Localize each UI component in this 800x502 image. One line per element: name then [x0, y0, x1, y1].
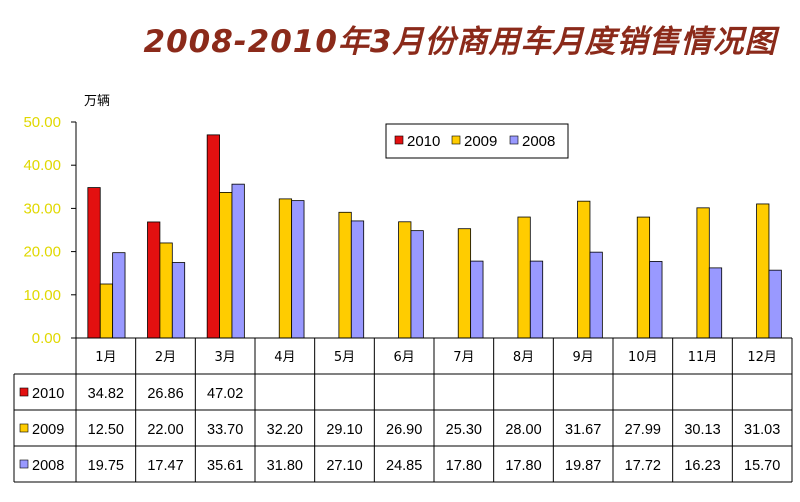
row-swatch-2009 [19, 423, 29, 433]
bar-2009-9 [577, 200, 591, 339]
table-cell-value: 17.72 [625, 458, 661, 474]
bar-2009-7 [457, 228, 472, 339]
table-cell-value: 33.70 [207, 422, 243, 438]
data-table: 1月 2月 3月 4月 5月 6月 7月 8月 9月 10月 11月 12月 2010 34.82 26.8… [13, 337, 793, 483]
x-tick-label: 1月 [95, 350, 116, 365]
legend-label: 2008 [522, 133, 555, 150]
bar-layer [87, 134, 782, 339]
y-tick-label: 50.00 [23, 114, 61, 131]
bar-2009-11 [696, 207, 710, 339]
bar-2009-2 [159, 242, 173, 339]
row-swatch-2008 [19, 459, 29, 469]
table-cell-value: 17.47 [147, 458, 183, 474]
row-series-name: 2010 [32, 386, 64, 402]
bar-2008-5 [350, 220, 365, 339]
unit-label: 万辆 [84, 94, 110, 109]
bar-2009-10 [636, 216, 651, 339]
bar-2008-10 [649, 261, 663, 339]
y-tick-label: 0.00 [32, 330, 61, 347]
table-cell-value: 47.02 [207, 386, 243, 402]
table-cell-value: 17.80 [505, 458, 541, 474]
y-tick-label: 20.00 [23, 244, 61, 261]
legend-label: 2010 [407, 133, 440, 150]
table-cell-value: 30.13 [684, 422, 720, 438]
table-cell-value: 35.61 [207, 458, 243, 474]
y-axis-ticks: 0.00 10.00 20.00 30.00 40.00 50.00 [23, 114, 77, 347]
y-tick-label: 10.00 [23, 287, 61, 304]
bar-2008-8 [529, 260, 544, 339]
bar-2009-4 [278, 198, 293, 339]
legend-swatch-2010 [394, 135, 404, 145]
bar-2010-3 [206, 134, 220, 339]
table-cell-value: 15.70 [744, 458, 780, 474]
table-cell-value: 29.10 [326, 422, 362, 438]
table-cell-value: 22.00 [147, 422, 183, 438]
x-tick-label: 3月 [215, 350, 236, 365]
table-cell-value: 25.30 [446, 422, 482, 438]
legend: 2010 2009 2008 [385, 123, 569, 159]
table-cell-value: 17.80 [446, 458, 482, 474]
table-cell-value: 19.87 [565, 458, 601, 474]
x-tick-label: 11月 [688, 350, 718, 365]
bar-2009-3 [219, 192, 233, 339]
bar-2009-5 [338, 211, 352, 339]
bar-2010-2 [147, 221, 161, 339]
bar-2008-7 [470, 260, 484, 339]
legend-label: 2009 [464, 133, 497, 150]
legend-box [385, 123, 569, 159]
x-tick-label: 7月 [453, 350, 474, 365]
x-tick-label: 5月 [334, 350, 355, 365]
table-cell-value: 24.85 [386, 458, 422, 474]
x-tick-label: 2月 [155, 350, 176, 365]
x-tick-label: 12月 [747, 350, 777, 365]
y-tick-label: 40.00 [23, 157, 61, 174]
bar-2008-6 [410, 230, 424, 339]
row-swatch-2010 [19, 387, 29, 397]
legend-swatch-2009 [451, 135, 461, 145]
bar-2008-3 [231, 183, 245, 339]
x-tick-label: 4月 [274, 350, 295, 365]
x-tick-label: 8月 [513, 350, 534, 365]
chart-title: 2008-2010年3月份商用车月度销售情况图 [143, 24, 777, 60]
y-tick-label: 30.00 [23, 200, 61, 217]
table-cell-value: 27.99 [625, 422, 661, 438]
x-tick-label: 9月 [573, 350, 594, 365]
bar-2008-11 [708, 267, 723, 339]
x-tick-label: 6月 [394, 350, 415, 365]
table-cell-value: 28.00 [505, 422, 541, 438]
table-cell-value: 19.75 [88, 458, 124, 474]
table-cell-value: 26.86 [147, 386, 183, 402]
x-tick-label: 10月 [628, 350, 658, 365]
row-series-name: 2009 [32, 422, 64, 438]
table-cell-value: 31.03 [744, 422, 780, 438]
table-cell-value: 27.10 [326, 458, 362, 474]
bar-2009-8 [517, 216, 531, 339]
bar-2008-1 [112, 252, 126, 339]
row-series-name: 2008 [32, 458, 64, 474]
bar-2008-9 [589, 251, 603, 339]
legend-swatch-2008 [509, 135, 519, 145]
table-cell-value: 31.80 [267, 458, 303, 474]
table-cell-value: 32.20 [267, 422, 303, 438]
table-cell-value: 12.50 [88, 422, 124, 438]
table-cell-value: 26.90 [386, 422, 422, 438]
table-cell-value: 34.82 [88, 386, 124, 402]
bar-2009-6 [398, 221, 412, 339]
bar-2008-4 [291, 200, 305, 339]
bar-2009-1 [99, 283, 114, 339]
table-cell-value: 31.67 [565, 422, 601, 438]
bar-2009-12 [756, 203, 770, 339]
bar-2008-2 [171, 262, 186, 339]
table-cell-value: 16.23 [684, 458, 720, 474]
bar-2008-12 [768, 269, 782, 339]
bar-2010-1 [87, 187, 101, 339]
